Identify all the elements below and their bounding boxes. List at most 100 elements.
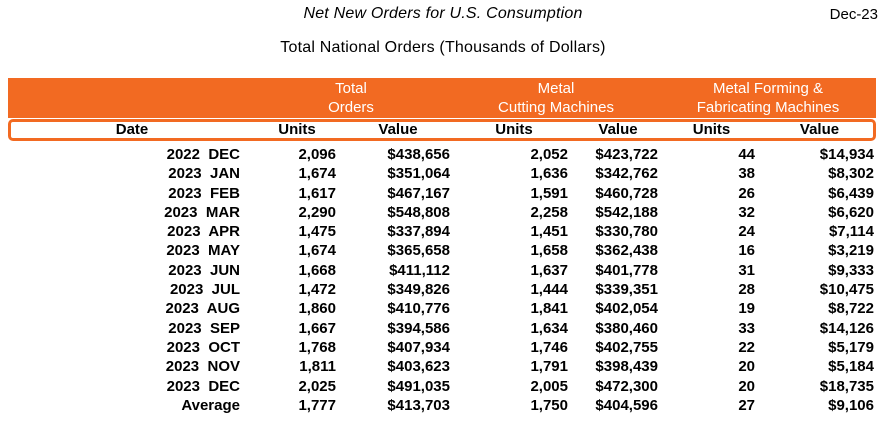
group-header-line: Metal Forming & (712, 80, 824, 97)
column-header-units-cutting: Units (495, 121, 533, 138)
row-cell: 1,444 (530, 281, 568, 299)
row-cell: $380,460 (595, 319, 658, 337)
row-date: 2023 JAN (168, 165, 240, 183)
table-row: 2023 OCT 1,768 $407,934 1,746 $402,755 2… (8, 338, 876, 357)
row-cell: $362,438 (595, 242, 658, 260)
row-cell: 26 (738, 184, 755, 202)
row-cell: $5,179 (828, 338, 874, 356)
table-column-header-row: Date Units Value Units Value Units Value (8, 119, 876, 141)
table-row: 2023 MAR 2,290 $548,808 2,258 $542,188 3… (8, 203, 876, 222)
row-cell: 19 (738, 300, 755, 318)
row-date: 2023 DEC (166, 377, 240, 395)
row-cell: $398,439 (595, 358, 658, 376)
row-date: Average (181, 396, 240, 414)
row-cell: $337,894 (387, 223, 450, 241)
row-cell: 1,591 (530, 184, 568, 202)
row-cell: 1,636 (530, 165, 568, 183)
group-header-line: Metal (537, 80, 575, 97)
row-cell: 1,667 (298, 319, 336, 337)
row-cell: 1,841 (530, 300, 568, 318)
row-date: 2023 JUN (168, 261, 240, 279)
row-date: 2023 JUL (169, 281, 240, 299)
row-cell: $438,656 (387, 146, 450, 163)
table-row: Average 1,777 $413,703 1,750 $404,596 27… (8, 396, 876, 415)
report-subtitle: Total National Orders (Thousands of Doll… (280, 39, 606, 56)
row-cell: $365,658 (387, 242, 450, 260)
table-row: 2023 NOV 1,811 $403,623 1,791 $398,439 2… (8, 357, 876, 376)
table-row: 2023 DEC 2,025 $491,035 2,005 $472,300 2… (8, 377, 876, 396)
group-header-line: Orders (328, 99, 374, 116)
row-cell: 2,258 (530, 203, 568, 221)
column-header-value-total: Value (378, 121, 418, 138)
row-cell: $413,703 (387, 396, 450, 414)
group-header-metal-forming: Metal Forming & Fabricating Machines (660, 78, 876, 118)
table-row: 2023 JAN 1,674 $351,064 1,636 $342,762 3… (8, 164, 876, 183)
group-header-line: Total (335, 80, 367, 97)
row-cell: 1,668 (298, 261, 336, 279)
row-cell: 1,750 (530, 396, 568, 414)
row-cell: 2,052 (530, 146, 568, 163)
column-header-units-total: Units (278, 121, 316, 138)
row-cell: 24 (738, 223, 755, 241)
row-cell: 1,746 (530, 338, 568, 356)
row-cell: 1,860 (298, 300, 336, 318)
row-cell: $491,035 (387, 377, 450, 395)
row-date: 2023 APR (167, 223, 240, 241)
row-cell: 33 (738, 319, 755, 337)
row-cell: $14,126 (819, 319, 874, 337)
row-cell: $6,620 (828, 203, 874, 221)
row-cell: 1,634 (530, 319, 568, 337)
table-row: 2023 JUN 1,668 $411,112 1,637 $401,778 3… (8, 261, 876, 280)
row-cell: 1,791 (530, 358, 568, 376)
row-cell: $9,106 (828, 396, 874, 414)
row-cell: 2,096 (298, 146, 336, 163)
row-cell: 44 (738, 146, 755, 163)
row-date: 2023 MAR (164, 203, 240, 221)
row-cell: 28 (738, 281, 755, 299)
row-cell: 1,637 (530, 261, 568, 279)
row-cell: $330,780 (595, 223, 658, 241)
row-cell: 1,472 (298, 281, 336, 299)
column-header-date: Date (115, 121, 149, 138)
title-row: Net New Orders for U.S. Consumption Dec-… (0, 5, 886, 25)
row-cell: $5,184 (828, 358, 874, 376)
row-cell: 1,674 (298, 242, 336, 260)
row-cell: $407,934 (387, 338, 450, 356)
row-cell: $394,586 (387, 319, 450, 337)
table-row: 2022 DEC 2,096 $438,656 2,052 $423,722 4… (8, 145, 876, 164)
report-date-label: Dec-23 (829, 6, 878, 23)
row-date: 2023 OCT (166, 338, 240, 356)
row-cell: 16 (738, 242, 755, 260)
table-group-header-band: Total Orders Metal Cutting Machines Meta… (8, 78, 876, 118)
row-cell: $342,762 (595, 165, 658, 183)
row-date: 2022 DEC (166, 146, 240, 163)
row-date: 2023 NOV (165, 358, 240, 376)
row-cell: $410,776 (387, 300, 450, 318)
row-cell: $460,728 (595, 184, 658, 202)
row-cell: $8,722 (828, 300, 874, 318)
row-cell: $18,735 (819, 377, 874, 395)
row-cell: 2,290 (298, 203, 336, 221)
row-cell: 32 (738, 203, 755, 221)
row-cell: $10,475 (819, 281, 874, 299)
table-row: 2023 JUL 1,472 $349,826 1,444 $339,351 2… (8, 280, 876, 299)
row-cell: $14,934 (819, 146, 874, 163)
table-row: 2023 MAY 1,674 $365,658 1,658 $362,438 1… (8, 241, 876, 260)
row-cell: $548,808 (387, 203, 450, 221)
group-header-metal-cutting: Metal Cutting Machines (452, 78, 660, 118)
row-cell: $349,826 (387, 281, 450, 299)
row-cell: $7,114 (828, 223, 874, 241)
row-cell: $423,722 (595, 146, 658, 163)
row-cell: 31 (738, 261, 755, 279)
group-header-line: Cutting Machines (498, 99, 614, 116)
row-cell: $339,351 (595, 281, 658, 299)
row-cell: 20 (738, 358, 755, 376)
row-date: 2023 FEB (168, 184, 240, 202)
row-date: 2023 SEP (168, 319, 240, 337)
row-cell: 1,451 (530, 223, 568, 241)
row-cell: 27 (738, 396, 755, 414)
table-row: 2023 AUG 1,860 $410,776 1,841 $402,054 1… (8, 299, 876, 318)
row-cell: 2,005 (530, 377, 568, 395)
row-cell: $401,778 (595, 261, 658, 279)
